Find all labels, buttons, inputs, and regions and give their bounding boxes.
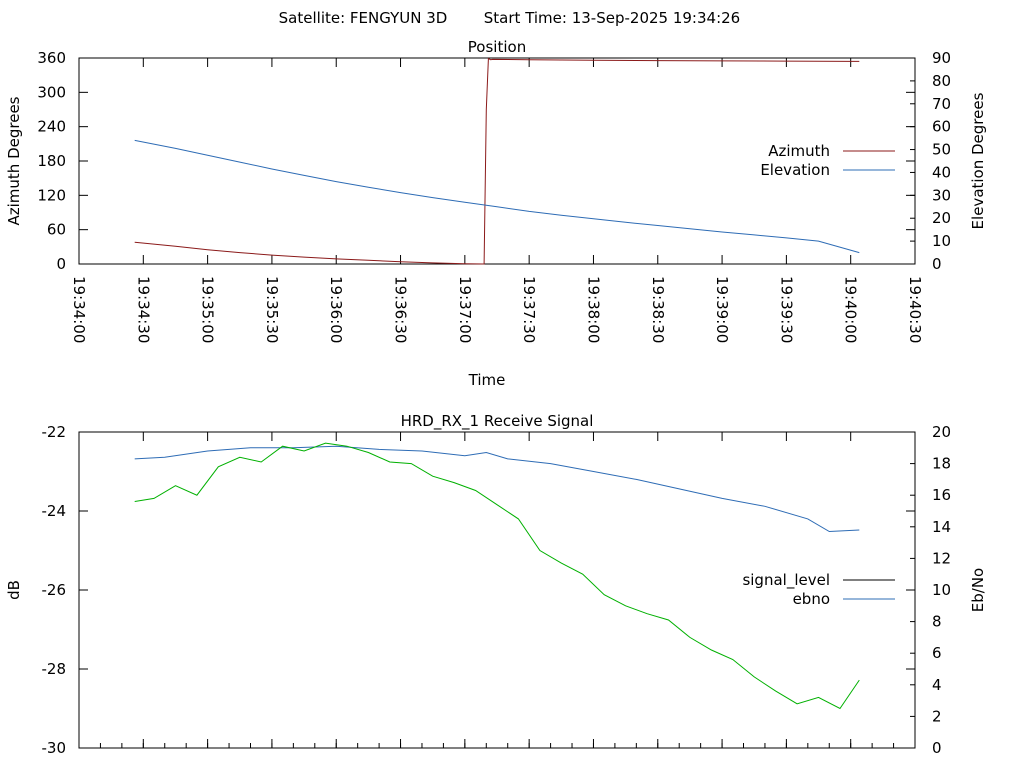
y-tick-label: -24 — [42, 502, 67, 520]
series-line — [134, 442, 860, 710]
legend-label: Elevation — [760, 161, 830, 179]
y2-tick-label: 0 — [932, 739, 942, 757]
receive-signal-chart: HRD_RX_1 Receive Signal -30 -28 -26 -24 -22 0 2… — [5, 412, 987, 757]
y2-tick-label: 60 — [932, 118, 951, 136]
y-tick-label: 240 — [37, 118, 66, 136]
legend-label: signal_level — [742, 571, 830, 590]
series-line — [134, 57, 860, 265]
y-tick-label: 360 — [37, 49, 66, 67]
y2-axis-label: Eb/No — [969, 568, 987, 612]
y2-tick-label: 14 — [932, 518, 951, 536]
y2-tick-label: 4 — [932, 676, 942, 694]
x-tick-label: 19:39:00 — [713, 276, 731, 343]
y-tick-label: -30 — [42, 739, 67, 757]
x-axis-label: Time — [468, 371, 506, 389]
y2-tick-label: 40 — [932, 163, 951, 181]
legend-label: Azimuth — [768, 142, 830, 160]
chart-title: HRD_RX_1 Receive Signal — [401, 412, 594, 431]
y2-tick-label: 10 — [932, 581, 951, 599]
x-tick-label: 19:34:30 — [134, 276, 152, 343]
start-time-label: Start Time: 13-Sep-2025 19:34:26 — [484, 9, 740, 27]
satellite-label: Satellite: FENGYUN 3D — [279, 9, 448, 27]
y2-tick-label: 90 — [932, 49, 951, 67]
y2-axis-label: Elevation Degrees — [969, 92, 987, 229]
y2-tick-label: 16 — [932, 486, 951, 504]
y-tick-label: -28 — [42, 660, 67, 678]
x-tick-label: 19:40:00 — [842, 276, 860, 343]
x-tick-label: 19:37:00 — [456, 276, 474, 343]
y2-tick-label: 80 — [932, 72, 951, 90]
x-tick-label: 19:34:00 — [70, 276, 88, 343]
x-tick-label: 19:35:30 — [263, 276, 281, 343]
x-tick-label: 19:38:00 — [584, 276, 602, 343]
y2-tick-label: 50 — [932, 141, 951, 159]
x-tick-label: 19:35:00 — [199, 276, 217, 343]
position-chart: Position 0 60 120 180 240 300 360 0 10 20 30 40 50 60 7… — [5, 38, 987, 389]
x-tick-label: 19:39:30 — [777, 276, 795, 343]
y-tick-label: 120 — [37, 186, 66, 204]
y2-tick-label: 12 — [932, 549, 951, 567]
x-tick-label: 19:38:30 — [649, 276, 667, 343]
y2-tick-label: 30 — [932, 186, 951, 204]
chart-title: Position — [468, 38, 526, 56]
y2-tick-label: 10 — [932, 232, 951, 250]
y-axis-label: dB — [5, 580, 23, 600]
y2-tick-label: 20 — [932, 209, 951, 227]
legend-label: ebno — [793, 590, 830, 608]
x-tick-label: 19:37:30 — [520, 276, 538, 343]
y-axis-label: Azimuth Degrees — [5, 96, 23, 225]
y-tick-label: 0 — [56, 255, 66, 273]
y2-tick-label: 8 — [932, 613, 942, 631]
series-line — [134, 139, 860, 254]
y2-tick-label: 70 — [932, 95, 951, 113]
y2-tick-label: 2 — [932, 707, 942, 725]
y-tick-label: 60 — [47, 221, 66, 239]
y-tick-label: 300 — [37, 83, 66, 101]
x-tick-label: 19:36:30 — [392, 276, 410, 343]
x-tick-label: 19:36:00 — [327, 276, 345, 343]
y2-tick-label: 0 — [932, 255, 942, 273]
x-tick-label: 19:40:30 — [906, 276, 924, 343]
y-tick-label: -22 — [42, 423, 67, 441]
y-tick-label: -26 — [42, 581, 67, 599]
y2-tick-label: 18 — [932, 455, 951, 473]
y2-tick-label: 20 — [932, 423, 951, 441]
y-tick-label: 180 — [37, 152, 66, 170]
series-line — [134, 445, 860, 533]
y2-tick-label: 6 — [932, 644, 942, 662]
plot-frame — [78, 431, 916, 749]
